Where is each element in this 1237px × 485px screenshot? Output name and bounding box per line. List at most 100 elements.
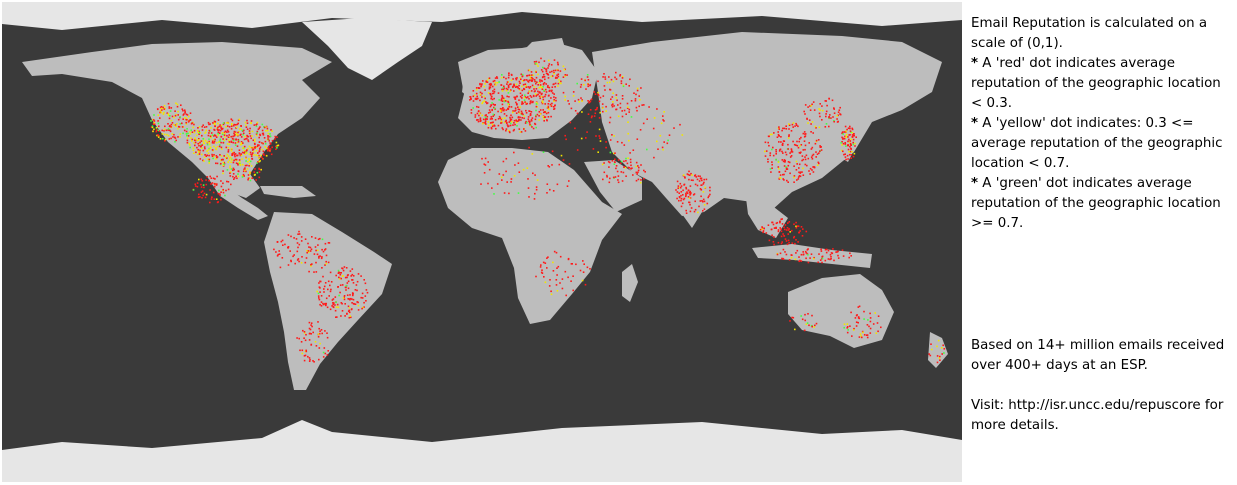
- red-dot: [267, 138, 269, 140]
- red-dot: [481, 96, 483, 98]
- red-dot: [555, 99, 557, 102]
- yellow-dot: [627, 132, 629, 135]
- red-dot: [287, 247, 289, 249]
- red-dot: [319, 237, 321, 240]
- yellow-dot: [501, 117, 504, 120]
- yellow-dot: [208, 141, 211, 144]
- red-dot: [243, 168, 245, 171]
- red-dot: [540, 93, 543, 96]
- red-dot: [218, 129, 220, 131]
- red-dot: [841, 136, 843, 139]
- green-dot: [534, 62, 537, 65]
- red-dot: [198, 193, 200, 196]
- yellow-dot: [201, 147, 203, 149]
- red-dot: [608, 121, 611, 124]
- red-dot: [621, 141, 623, 144]
- red-dot: [166, 112, 169, 114]
- red-dot: [352, 293, 354, 295]
- red-dot: [171, 122, 174, 124]
- red-dot: [329, 290, 332, 293]
- red-dot: [225, 189, 227, 192]
- red-dot: [171, 115, 174, 118]
- yellow-dot: [500, 110, 502, 112]
- yellow-dot: [521, 80, 524, 82]
- red-dot: [849, 127, 851, 130]
- yellow-dot: [500, 176, 503, 179]
- yellow-dot: [203, 156, 206, 159]
- red-dot: [158, 125, 160, 128]
- green-dot: [810, 324, 813, 327]
- red-dot: [814, 324, 816, 327]
- red-dot: [196, 185, 199, 188]
- yellow-dot: [558, 81, 561, 84]
- red-dot: [614, 176, 617, 178]
- red-dot: [527, 178, 529, 180]
- red-dot: [323, 347, 326, 349]
- red-dot: [777, 241, 780, 244]
- red-dot: [549, 279, 551, 281]
- red-dot: [229, 172, 231, 174]
- red-dot: [799, 175, 802, 178]
- yellow-dot: [802, 167, 804, 170]
- red-dot: [509, 120, 512, 122]
- red-dot: [699, 177, 702, 180]
- red-dot: [515, 78, 518, 81]
- red-dot: [787, 164, 790, 167]
- green-dot: [153, 114, 155, 116]
- red-dot: [530, 111, 533, 113]
- red-dot: [839, 113, 841, 115]
- red-dot: [621, 115, 624, 118]
- red-dot: [703, 181, 705, 184]
- red-dot: [235, 162, 238, 164]
- red-dot: [765, 232, 768, 234]
- red-dot: [798, 167, 800, 169]
- yellow-dot: [342, 297, 345, 299]
- red-dot: [298, 233, 301, 235]
- red-dot: [339, 291, 341, 294]
- red-dot: [803, 131, 806, 133]
- red-dot: [326, 332, 328, 334]
- red-dot: [215, 136, 218, 138]
- yellow-dot: [845, 135, 848, 138]
- red-dot: [596, 106, 598, 109]
- red-dot: [557, 63, 559, 66]
- red-dot: [826, 104, 828, 107]
- green-dot: [261, 123, 264, 126]
- red-dot: [567, 100, 569, 102]
- red-dot: [544, 93, 547, 96]
- green-dot: [833, 120, 835, 122]
- red-dot: [485, 101, 487, 103]
- red-dot: [819, 146, 822, 148]
- australia: [788, 274, 894, 348]
- red-dot: [929, 354, 932, 357]
- yellow-dot: [254, 138, 256, 141]
- red-dot: [692, 179, 694, 182]
- yellow-dot: [779, 177, 782, 179]
- red-dot: [780, 242, 783, 245]
- red-dot: [523, 88, 525, 90]
- yellow-dot: [688, 197, 691, 199]
- yellow-dot: [247, 147, 249, 150]
- red-dot: [537, 93, 539, 96]
- yellow-dot: [487, 121, 490, 123]
- yellow-dot: [208, 162, 210, 164]
- red-dot: [814, 142, 817, 145]
- red-dot: [815, 156, 817, 158]
- red-dot: [235, 124, 237, 126]
- yellow-dot: [248, 163, 251, 165]
- red-dot: [351, 273, 354, 276]
- red-dot: [784, 251, 786, 253]
- red-dot: [545, 72, 548, 75]
- green-dot: [169, 110, 172, 112]
- red-dot: [317, 295, 320, 297]
- red-dot: [781, 150, 783, 153]
- red-dot: [487, 182, 489, 185]
- red-dot: [513, 151, 515, 154]
- red-dot: [786, 179, 788, 182]
- red-dot: [218, 132, 221, 134]
- green-dot: [507, 92, 510, 94]
- yellow-dot: [207, 158, 209, 161]
- red-dot: [344, 303, 346, 305]
- red-dot: [804, 156, 806, 158]
- red-dot: [780, 230, 783, 233]
